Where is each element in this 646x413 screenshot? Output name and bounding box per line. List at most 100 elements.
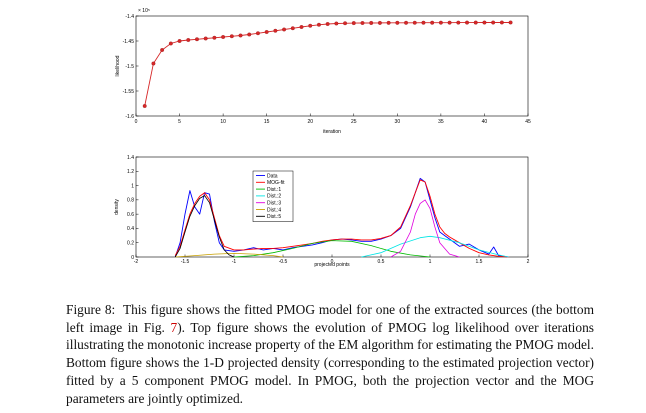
likelihood-point xyxy=(316,22,321,27)
likelihood-point xyxy=(491,20,496,25)
likelihood-point xyxy=(273,28,278,33)
likelihood-point xyxy=(465,20,469,25)
bottom-x-tick-label: 0.5 xyxy=(378,259,385,265)
caption-label: Figure 8: xyxy=(66,302,116,317)
top-x-tick-label: 15 xyxy=(264,119,270,125)
likelihood-point xyxy=(247,32,252,37)
series-line-dist-1 xyxy=(233,240,431,258)
likelihood-point xyxy=(499,20,504,25)
likelihood-point xyxy=(221,35,226,39)
figure: 0 5 10 15 20 25 30 35 40 45-1.4-1.45-1.5-1.55-1.6… xyxy=(114,8,531,268)
likelihood-point xyxy=(325,22,330,26)
likelihood-point xyxy=(142,104,147,108)
series-line-dist-4 xyxy=(175,252,284,258)
likelihood-point xyxy=(299,25,304,29)
bottom-y-tick-label: 0.4 xyxy=(127,226,134,232)
bottom-y-tick-label: 1 xyxy=(131,183,134,189)
likelihood-point xyxy=(186,38,191,42)
likelihood-point xyxy=(377,20,382,25)
likelihood-point xyxy=(229,34,234,39)
top-y-tick-label: -1.55 xyxy=(123,89,135,95)
top-exponent-label: × 10⁵ xyxy=(138,8,150,14)
legend-label: Data xyxy=(267,173,278,179)
caption-text-start: This figure shows the fitted PMOG model … xyxy=(66,302,594,335)
likelihood-point xyxy=(282,27,287,32)
top-x-tick-label: 10 xyxy=(220,119,226,125)
legend: DataMOG-fitDist.:1Dist.:2Dist.:3Dist.:4D… xyxy=(252,170,294,222)
top-y-tick-label: -1.45 xyxy=(123,39,135,45)
series-line-dist-2 xyxy=(361,235,509,258)
legend-label: Dist.:4 xyxy=(267,207,281,213)
top-y-tick-label: -1.4 xyxy=(125,14,134,20)
likelihood-point xyxy=(421,20,426,25)
top-plot-frame xyxy=(135,15,529,117)
bottom-density-chart: -2 -1.5 -1 -0.5 0 0.5 1 1.5 2 1.4 1.2 1 0.8 0.6 0.4 0.2… xyxy=(114,155,530,268)
likelihood-point xyxy=(256,31,260,36)
bottom-y-axis-label: density xyxy=(114,199,120,215)
likelihood-point xyxy=(151,61,156,66)
likelihood-point xyxy=(482,20,487,25)
top-x-axis-label: iteration xyxy=(323,129,341,135)
bottom-x-tick-label: -1.5 xyxy=(181,259,190,265)
likelihood-point xyxy=(212,35,217,40)
likelihood-point xyxy=(203,36,208,41)
likelihood-point xyxy=(160,48,165,52)
top-x-tick-label: 0 xyxy=(135,119,138,125)
likelihood-point xyxy=(308,23,313,28)
figure-caption: Figure 8: This figure shows the fitted P… xyxy=(66,301,594,407)
top-x-tick-label: 30 xyxy=(395,119,401,125)
top-y-tick-label: -1.6 xyxy=(125,114,134,120)
bottom-x-tick-label: 2 xyxy=(527,259,530,265)
series-line-mog-fit xyxy=(174,179,509,258)
likelihood-point xyxy=(404,20,408,25)
legend-label: Dist.:1 xyxy=(267,187,281,193)
bottom-y-tick-label: 0.2 xyxy=(127,241,134,247)
likelihood-point xyxy=(447,20,452,25)
likelihood-point xyxy=(238,33,243,38)
top-x-tick-label: 35 xyxy=(438,119,444,125)
bottom-x-tick-label: 1 xyxy=(429,259,432,265)
likelihood-point xyxy=(360,21,365,25)
top-likelihood-chart: 0 5 10 15 20 25 30 35 40 45 -1.4 -1.45 -1.5 -1.55 -1.6… xyxy=(115,8,531,135)
likelihood-point xyxy=(438,20,443,25)
series-line-dist-3 xyxy=(390,199,460,258)
likelihood-point xyxy=(369,21,374,25)
likelihood-point xyxy=(456,20,461,25)
bottom-y-tick-label: 1.2 xyxy=(127,169,134,175)
bottom-y-tick-label: 0.6 xyxy=(127,212,134,218)
likelihood-point xyxy=(395,20,400,25)
bottom-x-tick-label: 0 xyxy=(331,259,334,265)
bottom-x-tick-label: 1.5 xyxy=(476,259,483,265)
legend-label: MOG-fit xyxy=(267,180,285,186)
top-y-tick-label: -1.5 xyxy=(125,64,134,70)
likelihood-point xyxy=(343,21,348,26)
top-y-axis-label: likelihood xyxy=(115,55,121,76)
bottom-x-tick-label: -0.5 xyxy=(279,259,288,265)
top-x-tick-label: 25 xyxy=(351,119,357,125)
legend-label: Dist.:2 xyxy=(267,194,281,200)
top-x-tick-label: 40 xyxy=(482,119,488,125)
legend-label: Dist.:5 xyxy=(267,214,281,220)
likelihood-point xyxy=(290,26,295,31)
top-x-tick-label: 5 xyxy=(178,119,181,125)
likelihood-point xyxy=(351,21,356,26)
likelihood-point xyxy=(177,39,182,43)
likelihood-point xyxy=(168,41,173,46)
bottom-y-tick-label: 0.8 xyxy=(127,198,134,204)
likelihood-point xyxy=(412,20,417,25)
bottom-x-tick-label: -1 xyxy=(232,259,237,265)
series-line-dist-5 xyxy=(174,195,235,258)
figure-reference-link[interactable]: 7 xyxy=(170,319,178,335)
top-x-tick-label: 45 xyxy=(525,119,531,125)
bottom-x-tick-label: -2 xyxy=(134,259,139,265)
legend-label: Dist.:3 xyxy=(267,201,281,207)
top-x-tick-label: 20 xyxy=(307,119,313,125)
bottom-y-tick-label: 1.4 xyxy=(127,155,134,161)
likelihood-point xyxy=(334,21,339,26)
likelihood-point xyxy=(386,20,391,25)
likelihood-point xyxy=(264,30,269,34)
likelihood-point xyxy=(430,20,435,25)
bottom-x-axis-label: projected points xyxy=(314,262,350,268)
caption-text-end: ). Top figure shows the evolution of PMO… xyxy=(66,319,594,406)
bottom-y-tick-label: 0 xyxy=(131,255,134,261)
